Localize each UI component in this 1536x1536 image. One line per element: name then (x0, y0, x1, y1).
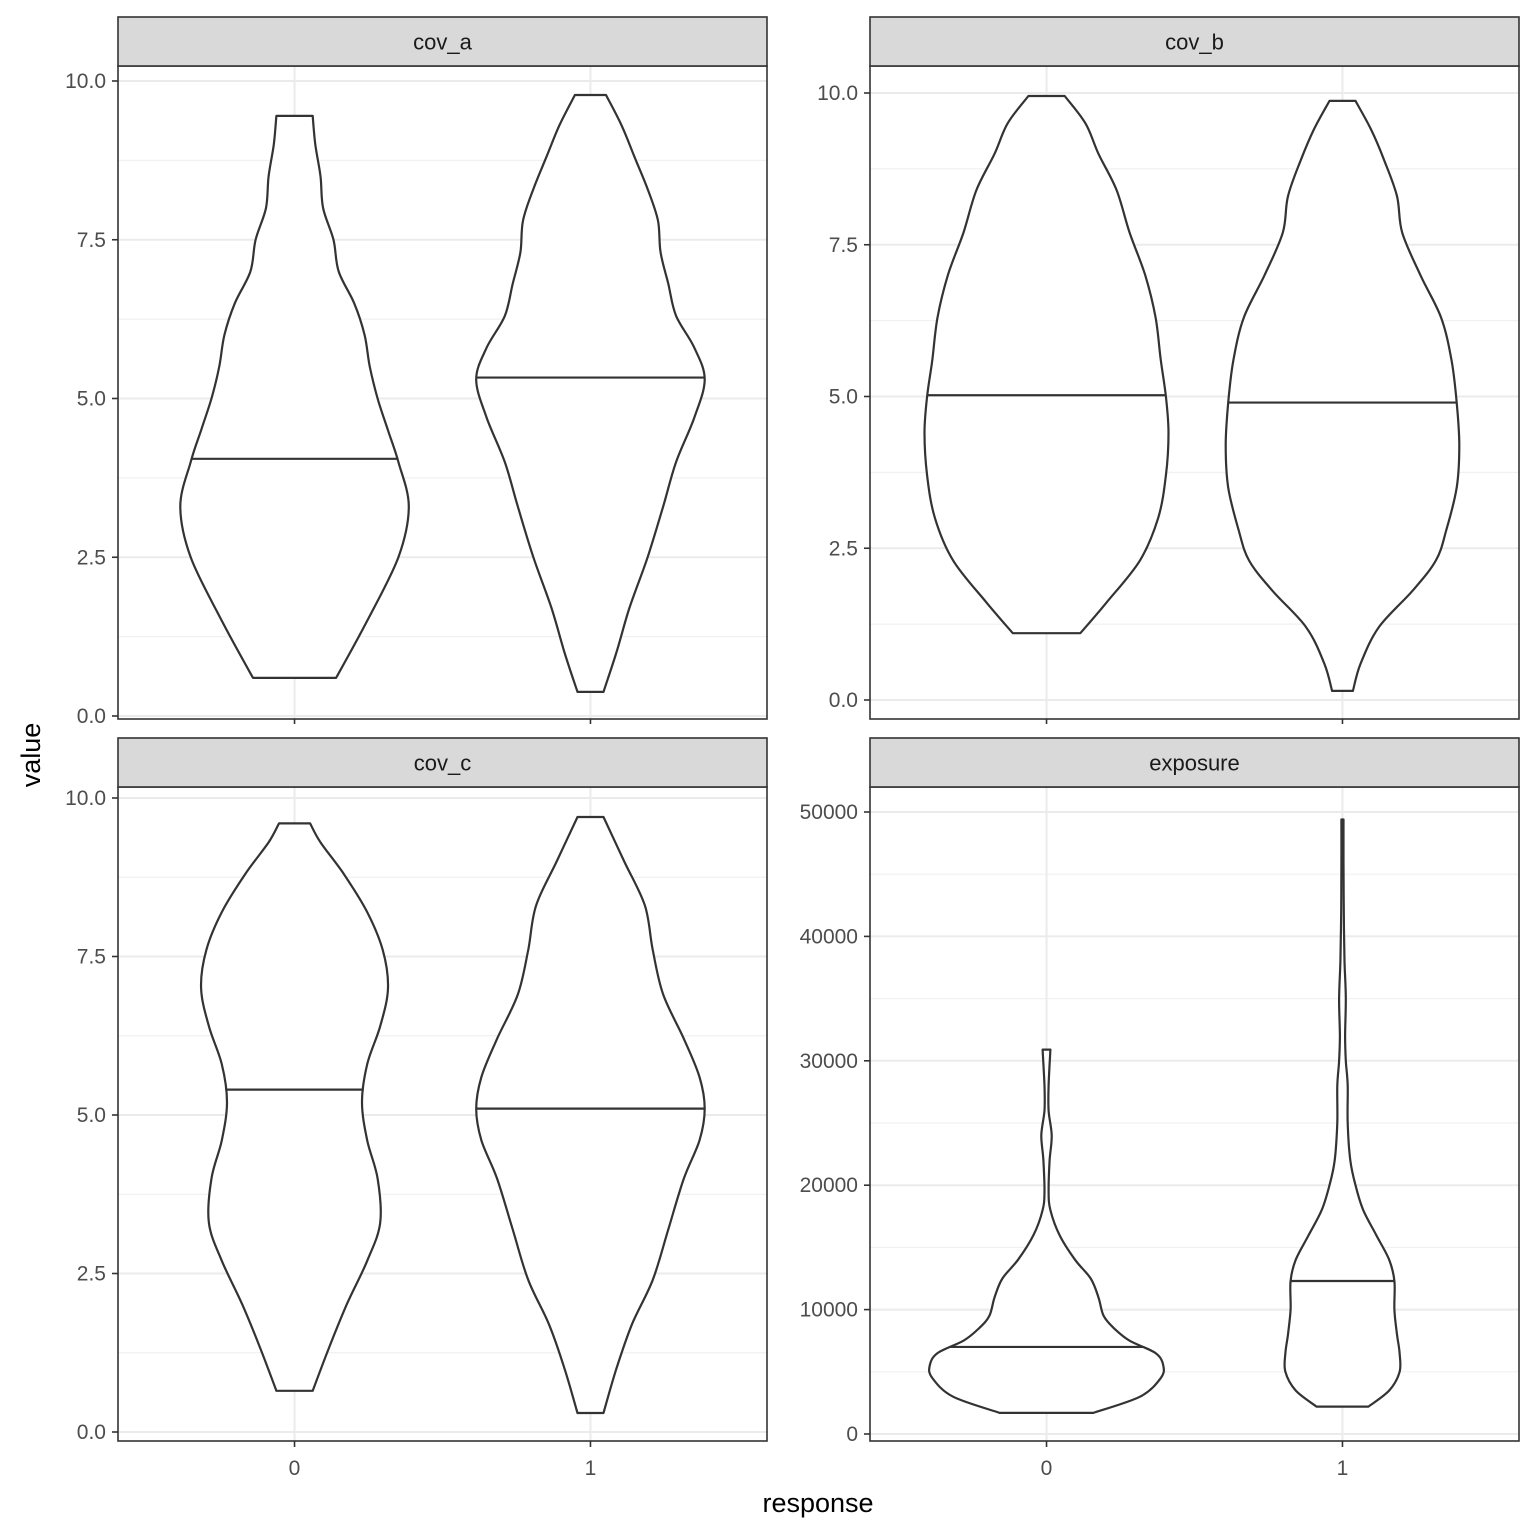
y-tick-label: 5.0 (77, 388, 106, 411)
y-tick-label: 10.0 (65, 70, 106, 93)
violin-exposure-0 (928, 1048, 1166, 1414)
violin-cov_b-1 (1224, 99, 1461, 692)
y-axis-title: value (16, 723, 46, 788)
strip-label-cov_a: cov_a (413, 30, 472, 55)
violin-cov_a-1 (475, 93, 706, 693)
violin-cov_b-0 (923, 94, 1170, 635)
y-tick-label: 10000 (800, 1299, 858, 1322)
y-tick-label: 5.0 (829, 386, 858, 409)
y-tick-label: 7.5 (829, 234, 858, 257)
strip-label-cov_b: cov_b (1165, 30, 1224, 55)
panels-layer: cov_a0.02.55.07.510.0cov_b0.02.55.07.510… (65, 16, 1520, 1480)
violin-cov_c-0 (199, 822, 390, 1392)
y-tick-label: 2.5 (829, 537, 858, 560)
violin-exposure-1 (1283, 818, 1402, 1408)
y-tick-label: 10.0 (65, 787, 106, 810)
panel-cov_c: cov_c 0.0 2.5 5.0 7.5 10.0 0 1 (65, 737, 768, 1480)
y-tick-label: 10.0 (817, 82, 858, 105)
strip-cov_c (117, 737, 768, 788)
panel-exposure: exposure 0 10000 20000 30000 40000 50000 0 1 (800, 737, 1520, 1480)
y-tick-label: 2.5 (77, 1263, 106, 1286)
strip-label-cov_c: cov_c (414, 751, 471, 776)
panel-cov_a: cov_a 0.0 2.5 5.0 7.5 10.0 (65, 16, 768, 728)
panel-cov_b: cov_b 0.0 2.5 5.0 7.5 10.0 (817, 16, 1520, 724)
x-tick-label: 0 (289, 1457, 301, 1480)
x-tick-label: 0 (1041, 1457, 1053, 1480)
y-tick-label: 0.0 (77, 705, 106, 728)
violin-cov_a-0 (179, 114, 410, 679)
strip-cov_b (869, 16, 1520, 67)
y-tick-label: 50000 (800, 801, 858, 824)
y-tick-label: 40000 (800, 925, 858, 948)
y-tick-label: 0.0 (77, 1421, 106, 1444)
y-tick-label: 5.0 (77, 1104, 106, 1127)
y-tick-label: 7.5 (77, 229, 106, 252)
y-tick-label: 0 (846, 1423, 858, 1446)
strip-label-exposure: exposure (1149, 751, 1240, 776)
y-tick-label: 7.5 (77, 946, 106, 969)
y-tick-label: 20000 (800, 1174, 858, 1197)
x-tick-label: 1 (585, 1457, 597, 1480)
strip-cov_a (117, 16, 768, 67)
strip-exposure (869, 737, 1520, 788)
y-tick-label: 30000 (800, 1050, 858, 1073)
y-tick-label: 0.0 (829, 689, 858, 712)
violin-cov_c-1 (475, 815, 706, 1415)
y-tick-label: 2.5 (77, 546, 106, 569)
x-axis-title: response (762, 1488, 873, 1518)
x-tick-label: 1 (1337, 1457, 1349, 1480)
